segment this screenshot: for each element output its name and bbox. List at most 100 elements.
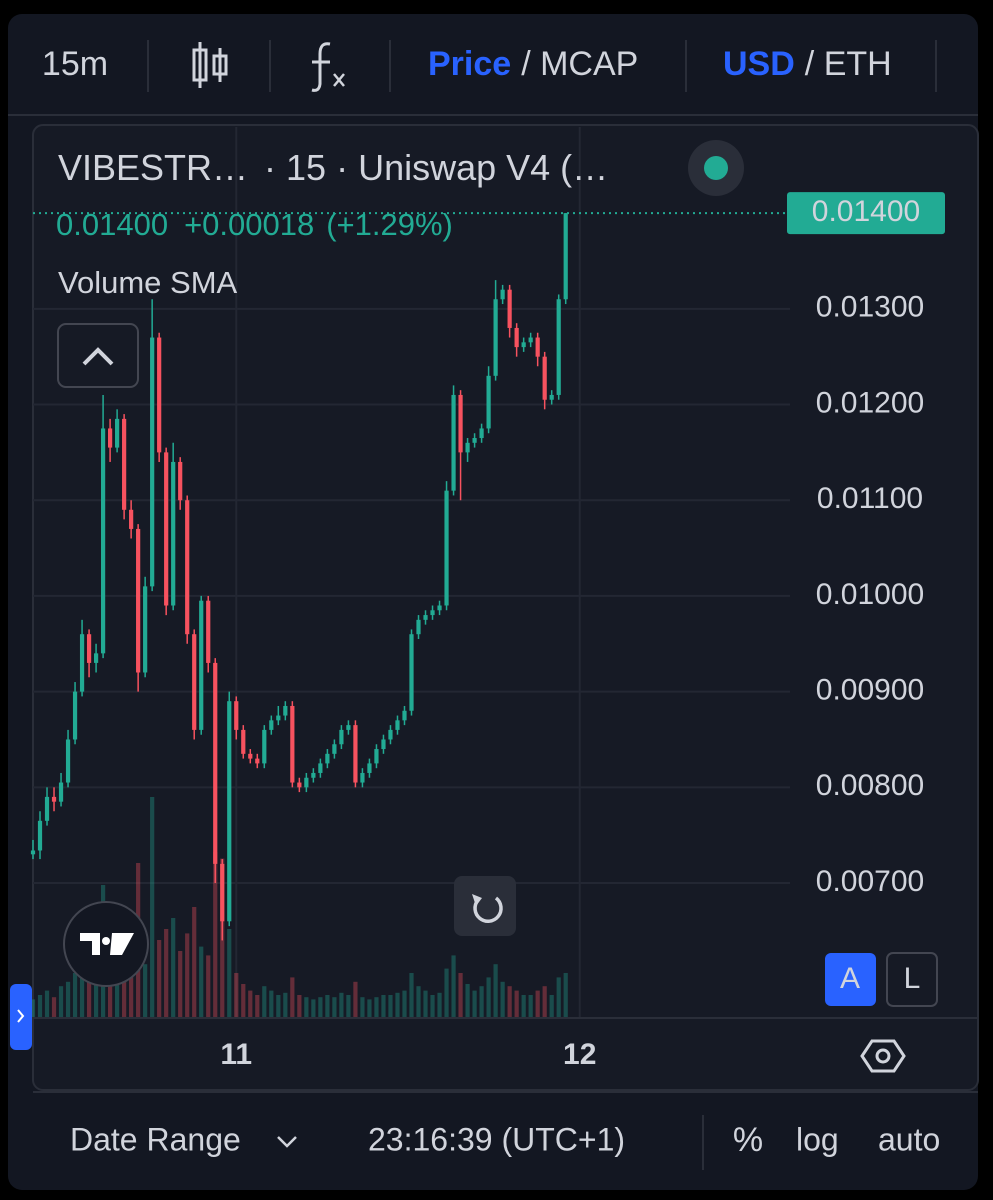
mcap-option[interactable]: / MCAP [521, 45, 638, 83]
reset-button[interactable] [454, 876, 516, 936]
volume-bar [563, 973, 568, 1017]
candle-body [374, 749, 379, 764]
candle-body [339, 729, 344, 745]
candle-body [93, 653, 99, 663]
candle-body [549, 394, 554, 400]
percent-button[interactable]: % [733, 1121, 763, 1159]
y-tick-label: 0.01200 [816, 386, 924, 419]
lock-scale-button[interactable] [886, 952, 938, 1007]
candle-body [86, 634, 92, 663]
price-legend: 0.01400 +0.00018 (+1.29%) [56, 207, 453, 242]
indicator-legend[interactable]: Volume SMA [58, 265, 238, 300]
volume-bar [143, 964, 148, 1017]
tv-logo-dot [102, 937, 110, 945]
collapse-button[interactable] [57, 323, 139, 388]
candle-body [283, 705, 288, 716]
candle-body [514, 327, 519, 348]
candle-body [269, 720, 274, 730]
indicators-icon[interactable] [311, 42, 345, 92]
auto-scale-button[interactable] [825, 953, 876, 1006]
y-tick-label: 0.00700 [816, 865, 924, 898]
settings-icon[interactable] [860, 1039, 906, 1073]
candle-body [107, 428, 113, 448]
symbol[interactable]: VIBESTR… [58, 147, 248, 188]
candle-body [423, 615, 428, 620]
volume-bar [402, 990, 407, 1017]
volume-bar [556, 977, 561, 1017]
plot: 0.00700 0.00800 0.00900 0.01000 0.01100 0.012… [30, 127, 945, 1071]
volume-bar [507, 986, 512, 1017]
chart-frame [32, 124, 979, 1091]
candle-body [65, 739, 71, 783]
volume-bar [276, 995, 281, 1017]
volume-bar [185, 933, 190, 1017]
candle-body [507, 289, 512, 328]
usd-option[interactable]: USD [723, 45, 795, 83]
eth-option[interactable]: / ETH [805, 45, 892, 83]
volume-bar [86, 977, 92, 1017]
volume-bar [535, 990, 540, 1017]
side-toggle-icon [17, 1009, 25, 1023]
y-tick-label: 0.01100 [817, 482, 923, 515]
volume-bar [325, 995, 330, 1017]
price-toggle[interactable]: Price / MCAP [428, 45, 638, 83]
candle-body [255, 758, 260, 764]
legend-change: +0.00018 [184, 207, 314, 242]
volume-bar [472, 990, 477, 1017]
candle-type-icon[interactable] [192, 42, 228, 88]
price-option[interactable]: Price [428, 45, 511, 83]
candle-body [30, 850, 36, 855]
candle-body [381, 739, 386, 750]
volume-bar [430, 995, 435, 1017]
interval-button[interactable]: 15m [42, 45, 108, 83]
volume-bar [93, 984, 99, 1017]
volume-bar [234, 973, 239, 1017]
volume-bar [269, 990, 274, 1017]
currency-toggle[interactable]: USD / ETH [723, 45, 892, 83]
volume-bar [241, 984, 246, 1017]
volume-bar [283, 992, 288, 1017]
last-price-tag [787, 192, 945, 235]
candle-body [185, 500, 190, 635]
volume-bar [199, 946, 204, 1017]
candle-body [535, 337, 540, 357]
volume-bar [416, 986, 421, 1017]
candle-body [521, 342, 526, 348]
auto-button[interactable]: auto [878, 1121, 940, 1157]
candle-body [72, 691, 78, 740]
volume-bar [451, 955, 456, 1017]
volume-bar [381, 995, 386, 1017]
volume-bar [304, 997, 309, 1017]
candle-body [157, 337, 162, 453]
volume-bar [262, 986, 267, 1017]
candle-body [465, 442, 470, 453]
candle-body [37, 820, 43, 851]
clock[interactable]: 23:16:39 (UTC+1) [368, 1121, 625, 1157]
volume-bar [171, 918, 176, 1017]
legend-price: 0.01400 [56, 207, 168, 242]
candle-body [325, 753, 330, 764]
y-tick-label: 0.00800 [816, 769, 924, 802]
volume-bar [332, 997, 337, 1017]
volume-bar [72, 973, 78, 1017]
candle-body [318, 763, 323, 773]
candle-body [367, 763, 372, 773]
candle-body [563, 213, 568, 300]
volume-bar [44, 990, 50, 1017]
volume-bar [493, 964, 498, 1017]
volume-bar [423, 990, 428, 1017]
volume-bar [206, 955, 211, 1017]
candle-body [472, 438, 477, 443]
volume-bar [360, 997, 365, 1017]
candle-body [297, 782, 302, 788]
symbol-legend: VIBESTR… · 15 · Uniswap V4 (… [58, 147, 608, 188]
y-tick-label: 0.01000 [816, 578, 924, 611]
log-button[interactable]: log [796, 1121, 839, 1157]
candle-body [388, 729, 393, 740]
volume-bar [339, 992, 344, 1017]
y-tick-label: 0.00900 [816, 674, 924, 707]
volume-bar [346, 995, 351, 1017]
date-range-button[interactable]: Date Range [70, 1121, 241, 1157]
volume-bar [227, 929, 232, 1017]
